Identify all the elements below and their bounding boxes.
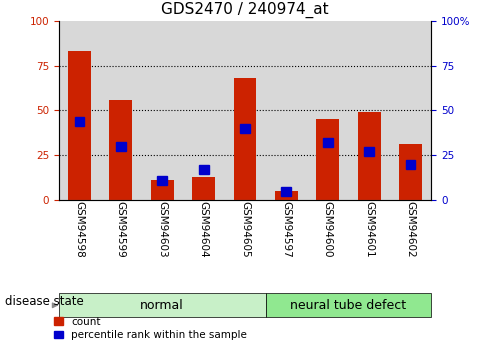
Bar [275,191,298,200]
Title: GDS2470 / 240974_at: GDS2470 / 240974_at [161,2,329,18]
Legend: count, percentile rank within the sample: count, percentile rank within the sample [54,317,247,340]
Bar [151,180,173,200]
Bar [406,160,416,169]
Bar [358,112,381,200]
Bar [198,165,209,174]
Bar [116,142,126,151]
Bar [68,51,91,200]
Bar [240,124,250,133]
Bar [74,117,84,126]
Bar [157,176,167,185]
Bar [224,21,266,200]
Text: disease state: disease state [5,295,84,308]
Bar [323,138,333,147]
Bar [100,21,142,200]
Bar [281,187,292,196]
Text: normal: normal [140,299,184,312]
Bar [183,21,224,200]
Bar [307,21,348,200]
Bar [399,145,422,200]
Bar [390,21,431,200]
Bar [348,21,390,200]
Bar [364,147,374,156]
Bar [59,21,100,200]
Bar [234,78,256,200]
Bar [317,119,339,200]
Bar [109,100,132,200]
Text: neural tube defect: neural tube defect [291,299,407,312]
Bar [142,21,183,200]
Bar [192,177,215,200]
Bar [266,21,307,200]
